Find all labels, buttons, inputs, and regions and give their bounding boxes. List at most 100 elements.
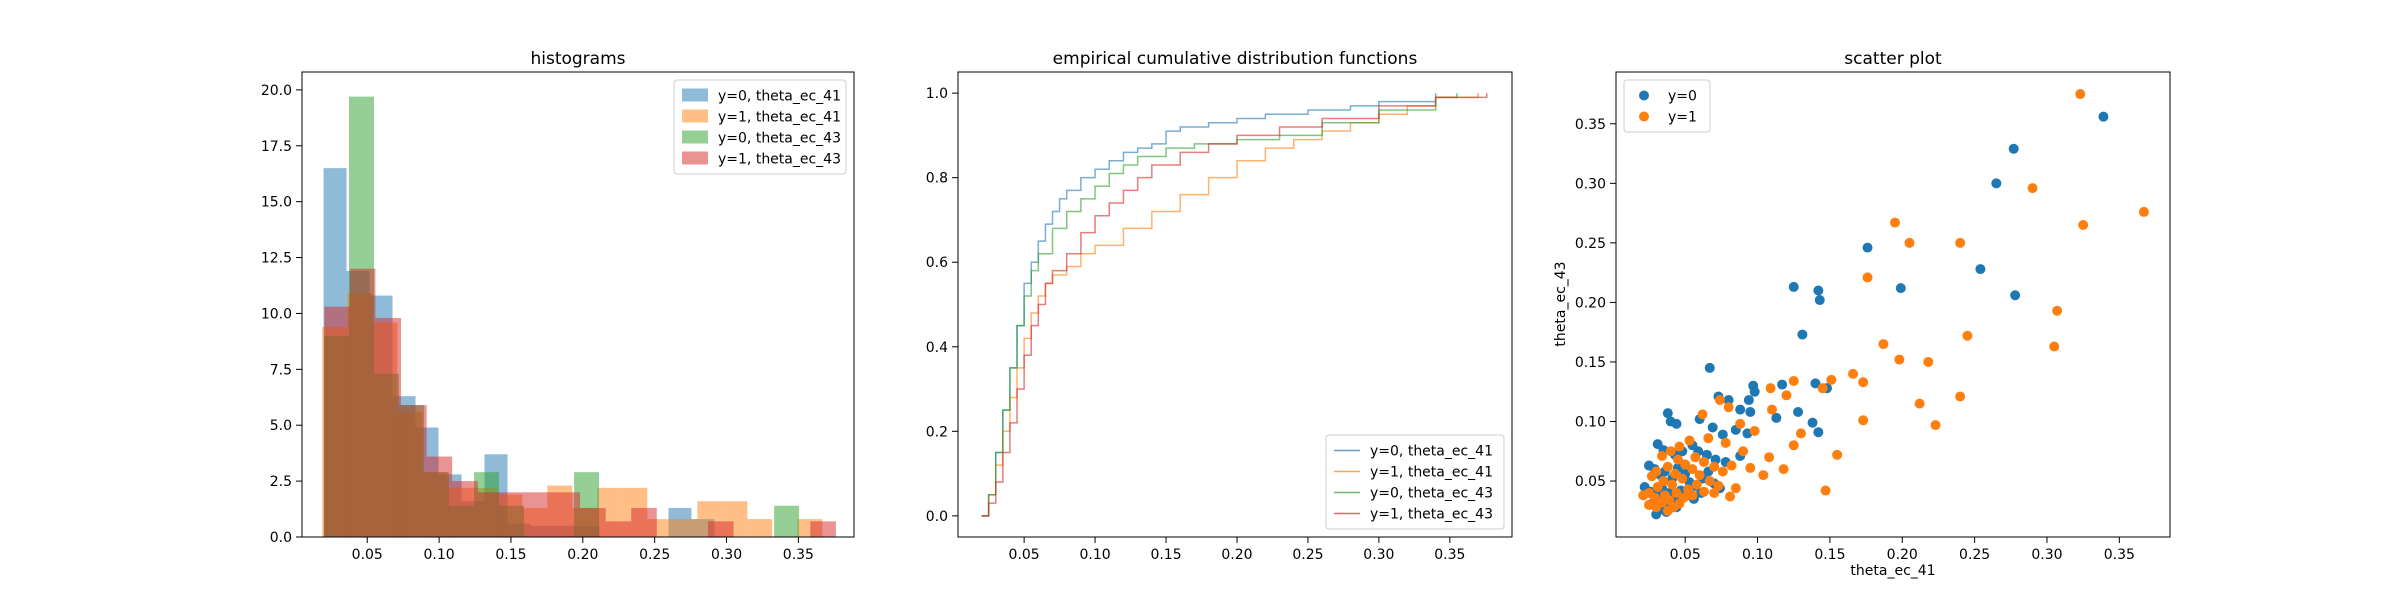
scatter-point (1698, 486, 1709, 497)
scatter-point (1723, 395, 1734, 406)
legend-marker (1639, 90, 1649, 101)
histogram-bar (349, 268, 376, 537)
y-tick-label: 0.15 (1575, 355, 1606, 371)
y-tick-label: 0.30 (1575, 176, 1606, 192)
scatter-point (1788, 376, 1799, 387)
x-axis: 0.05 0.10 0.15 0.20 0.25 0.30 0.35 (1670, 537, 2135, 563)
legend-label: y=1, theta_ec_43 (718, 152, 841, 168)
scatter-point (1646, 471, 1657, 482)
scatter-point (1709, 487, 1720, 498)
x-tick-label: 0.10 (1079, 547, 1110, 563)
legend-label: y=1, theta_ec_43 (1370, 507, 1493, 523)
legend-marker (1639, 111, 1649, 122)
y-tick-label: 12.5 (261, 251, 292, 267)
histogram-bar (554, 492, 581, 537)
scatter-point (1671, 418, 1682, 429)
x-tick-label: 0.35 (2104, 547, 2135, 563)
scatter-point (1707, 422, 1718, 433)
scatter-point (1878, 339, 1889, 350)
scatter-point (1717, 466, 1728, 477)
scatter-point (2010, 290, 2021, 301)
scatter-point (1848, 368, 1859, 379)
histogram-bar (747, 519, 773, 537)
histogram-bar (605, 521, 632, 537)
scatter-point (1858, 415, 1869, 426)
scatter-point (1778, 464, 1789, 475)
scatter-point (1793, 406, 1804, 417)
scatter-point (1694, 470, 1705, 481)
histogram-bar (452, 481, 478, 537)
legend: y=0, theta_ec_41 y=1, theta_ec_41 y=0, the… (673, 79, 847, 175)
y-tick-label: 0.20 (1575, 295, 1606, 311)
y-tick-label: 1.0 (926, 86, 948, 102)
scatter-point (1749, 386, 1760, 397)
scatter-point (1795, 428, 1806, 439)
y-tick-label: 5.0 (270, 418, 292, 434)
scatter-point (1680, 459, 1691, 470)
histogram-bar (774, 505, 800, 537)
scatter-point (1709, 461, 1720, 472)
scatter-point (1767, 404, 1778, 415)
legend: y=0, theta_ec_41 y=1, theta_ec_41 y=0, the… (1325, 434, 1505, 530)
x-tick-label: 0.05 (1009, 547, 1040, 563)
histogram-bar (503, 492, 529, 537)
scatter-point (1895, 283, 1906, 294)
scatter-point (1725, 491, 1736, 502)
scatter-point (1788, 281, 1799, 292)
scatter-point (1730, 483, 1741, 494)
histogram-bar (324, 306, 350, 537)
legend-label: y=0, theta_ec_43 (1370, 486, 1493, 502)
scatter-point (2008, 143, 2019, 154)
histogram-bar (426, 456, 453, 537)
scatter-point (1807, 417, 1818, 428)
x-tick-label: 0.20 (567, 547, 598, 563)
scatter-point (2075, 89, 2086, 100)
legend-label: y=1, theta_ec_41 (718, 110, 841, 126)
y-tick-label: 15.0 (261, 195, 292, 211)
legend-label: y=1 (1668, 110, 1697, 126)
histogram-bars (322, 96, 836, 538)
x-tick-label: 0.25 (1959, 547, 1990, 563)
legend-label: y=0 (1668, 89, 1697, 105)
scatter-point (2138, 206, 2149, 217)
scatter-point (1638, 490, 1649, 501)
scatter-point (1826, 374, 1837, 385)
y-tick-label: 0.8 (926, 171, 948, 187)
scatter-point (1691, 479, 1702, 490)
scatter-point (1687, 490, 1698, 501)
x-tick-label: 0.10 (424, 547, 455, 563)
scatter-point (1697, 409, 1708, 420)
chart-title: scatter plot (1844, 49, 1942, 69)
scatter-point (1735, 404, 1746, 415)
scatter-point (1684, 435, 1695, 446)
y-tick-label: 0.25 (1575, 236, 1606, 252)
scatter-point (1677, 473, 1688, 484)
histogram-bar (580, 507, 606, 537)
x-tick-label: 0.05 (352, 547, 383, 563)
x-tick-label: 0.25 (1292, 547, 1323, 563)
scatter-point (1923, 356, 1934, 367)
y-axis: 0.0 2.5 5.0 7.5 10.0 12.5 15.0 17.5 20.0 (261, 83, 302, 546)
scatter-panel: scatter plot 0.05 0.10 0.15 0.20 0.25 0.30 0.3… (1553, 49, 2171, 579)
x-tick-label: 0.15 (1814, 547, 1845, 563)
scatter-point (1690, 452, 1701, 463)
axes-frame (957, 71, 1513, 538)
y-axis: 0.05 0.10 0.15 0.20 0.25 0.30 0.35 (1575, 117, 1616, 490)
scatter-point (1930, 420, 1941, 431)
axes-frame (301, 71, 855, 538)
scatter-point (1704, 362, 1715, 373)
scatter-point (1738, 446, 1749, 457)
scatter-point (1894, 354, 1905, 365)
scatter-point (1904, 237, 1915, 248)
histogram-bar (707, 521, 734, 537)
scatter-point (1858, 377, 1869, 388)
scatter-point (1667, 479, 1678, 490)
scatter-point (2098, 111, 2109, 122)
legend-label: y=0, theta_ec_43 (718, 131, 841, 147)
y-tick-label: 0.4 (926, 340, 948, 356)
histogram-bar (477, 492, 504, 537)
scatter-point (1662, 461, 1673, 472)
x-tick-label: 0.35 (783, 547, 814, 563)
scatter-point (1665, 446, 1676, 457)
